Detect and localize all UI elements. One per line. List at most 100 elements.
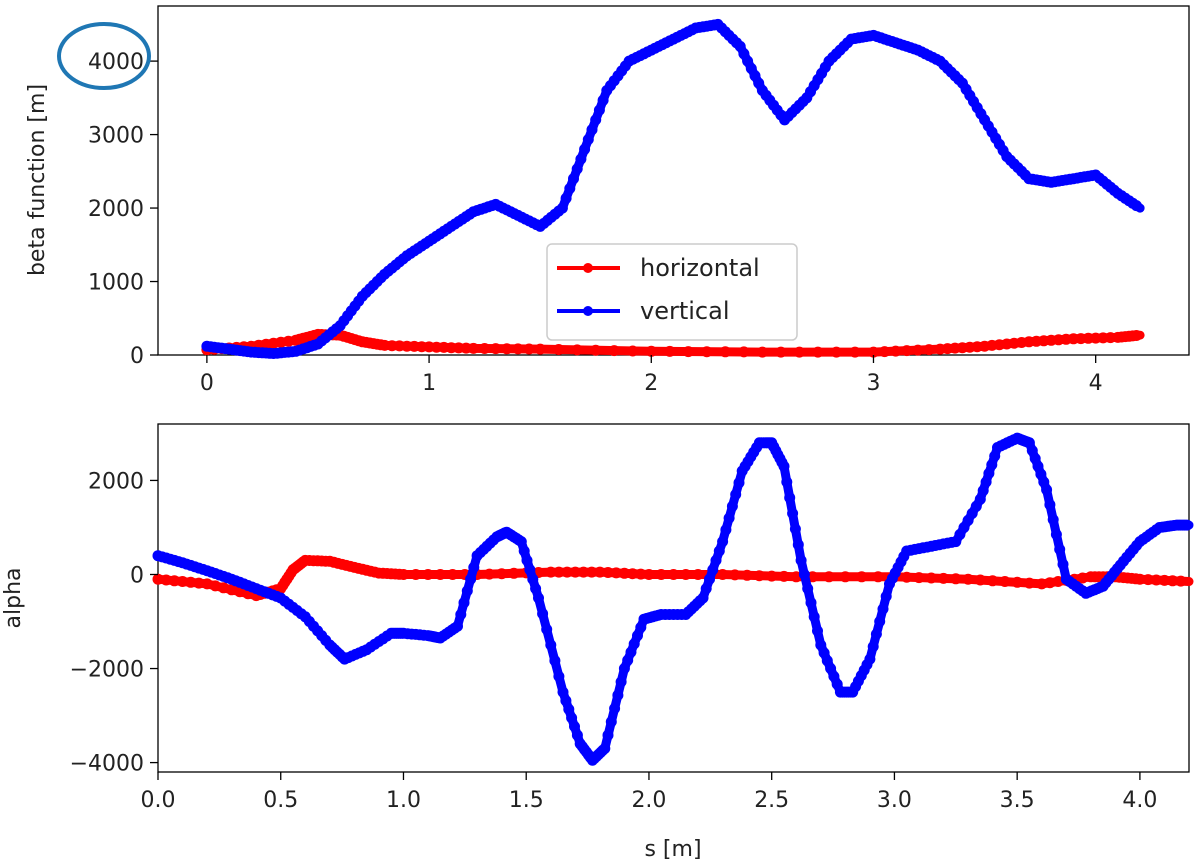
- top-horizontal-point: [645, 345, 657, 357]
- bottom-vertical-point: [977, 485, 989, 497]
- bottom-horizontal-point: [209, 580, 221, 592]
- bottom-horizontal-point: [1159, 574, 1170, 586]
- bottom-y-tick-label: 2000: [88, 469, 144, 494]
- bottom-y-tick-label: 0: [130, 563, 144, 588]
- bottom-vertical-point: [710, 554, 722, 566]
- top-horizontal-point: [849, 346, 861, 358]
- bottom-vertical-point: [784, 492, 796, 504]
- bottom-horizontal-point: [913, 572, 925, 584]
- bottom-vertical-point: [569, 721, 580, 732]
- bottom-vertical-point: [805, 597, 817, 609]
- top-horizontal-point: [501, 343, 513, 355]
- bottom-vertical-point: [537, 608, 549, 620]
- top-y-tick-label: 2000: [88, 197, 144, 222]
- top-horizontal-point: [901, 345, 913, 357]
- bottom-vertical-point: [615, 676, 627, 688]
- bottom-horizontal-point: [168, 575, 180, 587]
- top-horizontal-point: [793, 346, 805, 358]
- bottom-vertical-point: [733, 477, 745, 489]
- highlight-circle: [57, 22, 151, 90]
- bottom-horizontal-point: [152, 573, 164, 585]
- top-y-tick-label: 4000: [88, 50, 144, 75]
- bottom-vertical-point: [545, 639, 557, 651]
- bottom-x-axis-label: s [m]: [644, 837, 701, 862]
- top-x-ticks: 0 1 2 3 4: [200, 355, 1103, 396]
- top-vertical-point: [597, 94, 609, 106]
- bottom-horizontal-point: [569, 566, 581, 578]
- bottom-vertical-point: [983, 467, 995, 479]
- top-x-tick-label: 4: [1089, 371, 1103, 396]
- bottom-vertical-point: [530, 583, 542, 595]
- bottom-horizontal-point: [766, 570, 778, 582]
- bottom-vertical-point: [700, 583, 712, 595]
- bottom-vertical-point: [781, 476, 793, 488]
- top-y-axis-label: beta function [m]: [25, 84, 50, 276]
- top-horizontal-point: [590, 344, 602, 356]
- bottom-horizontal-point: [872, 571, 884, 583]
- bottom-horizontal-point: [778, 570, 790, 582]
- top-x-tick-label: 2: [644, 371, 658, 396]
- bottom-horizontal-point: [950, 573, 962, 585]
- bottom-vertical-point: [1054, 543, 1066, 555]
- bottom-horizontal-point: [717, 569, 729, 580]
- top-horizontal-point: [868, 346, 879, 358]
- bottom-horizontal-point: [594, 566, 606, 578]
- bottom-horizontal-point: [483, 568, 495, 580]
- bottom-vertical-point: [609, 703, 621, 714]
- top-horizontal-point: [812, 346, 824, 358]
- top-panel: 0 1 2 3 4 0 1000 2000 3000 4000 beta function [m…: [25, 5, 1190, 396]
- bottom-horizontal-point: [553, 566, 565, 578]
- top-horizontal-point: [664, 345, 676, 357]
- bottom-x-tick-label: 2.0: [631, 788, 666, 813]
- top-series-vertical: [201, 18, 1145, 359]
- bottom-vertical-point: [980, 476, 992, 488]
- bottom-vertical-point: [789, 523, 801, 535]
- bottom-horizontal-point: [987, 575, 999, 587]
- bottom-vertical-point: [1181, 519, 1193, 531]
- top-horizontal-point: [534, 343, 546, 355]
- bottom-y-axis-label: alpha: [1, 568, 26, 629]
- bottom-y-tick-label: −4000: [70, 752, 144, 777]
- bottom-vertical-point: [563, 703, 575, 715]
- bottom-vertical-point: [527, 573, 539, 585]
- top-horizontal-point: [830, 346, 842, 358]
- bottom-vertical-point: [704, 573, 715, 585]
- bottom-vertical-point: [697, 592, 709, 604]
- bottom-horizontal-point: [856, 571, 868, 583]
- bottom-vertical-point: [566, 712, 578, 724]
- top-horizontal-point: [775, 346, 787, 358]
- bottom-horizontal-point: [185, 576, 197, 588]
- top-horizontal-point: [523, 343, 535, 355]
- bottom-horizontal-point: [974, 574, 986, 586]
- legend-label-horizontal: horizontal: [640, 254, 760, 282]
- bottom-vertical-point: [707, 564, 719, 576]
- bottom-horizontal-point: [823, 571, 835, 583]
- bottom-horizontal-point: [1134, 573, 1146, 585]
- top-horizontal-point: [479, 343, 491, 354]
- bottom-horizontal-point: [1150, 574, 1162, 586]
- bottom-vertical-point: [802, 583, 814, 595]
- top-horizontal-point: [571, 344, 583, 356]
- bottom-horizontal-point: [962, 573, 974, 585]
- bottom-vertical-point: [730, 489, 742, 500]
- bottom-horizontal-point: [692, 569, 704, 580]
- bottom-vertical-point: [726, 500, 738, 512]
- bottom-vertical-point: [605, 716, 617, 728]
- top-vertical-point: [571, 163, 583, 175]
- bottom-vertical-point: [560, 695, 572, 707]
- bottom-horizontal-point: [201, 578, 213, 590]
- bottom-vertical-point: [989, 450, 1001, 462]
- bottom-x-tick-label: 0.5: [263, 788, 298, 813]
- bottom-series-vertical: [152, 432, 1194, 766]
- top-horizontal-point: [719, 346, 731, 358]
- bottom-vertical-point: [1057, 558, 1069, 570]
- top-horizontal-point: [627, 345, 639, 357]
- bottom-horizontal-point: [177, 576, 188, 587]
- bottom-panel: 0.0 0.5 1.0 1.5 2.0 2.5 3.0 3.5 4.0 −4000 −2000 0 2…: [1, 423, 1194, 862]
- bottom-horizontal-point: [447, 569, 459, 580]
- bottom-vertical-point: [808, 611, 820, 623]
- bottom-horizontal-point: [398, 569, 409, 580]
- bottom-horizontal-point: [410, 569, 422, 580]
